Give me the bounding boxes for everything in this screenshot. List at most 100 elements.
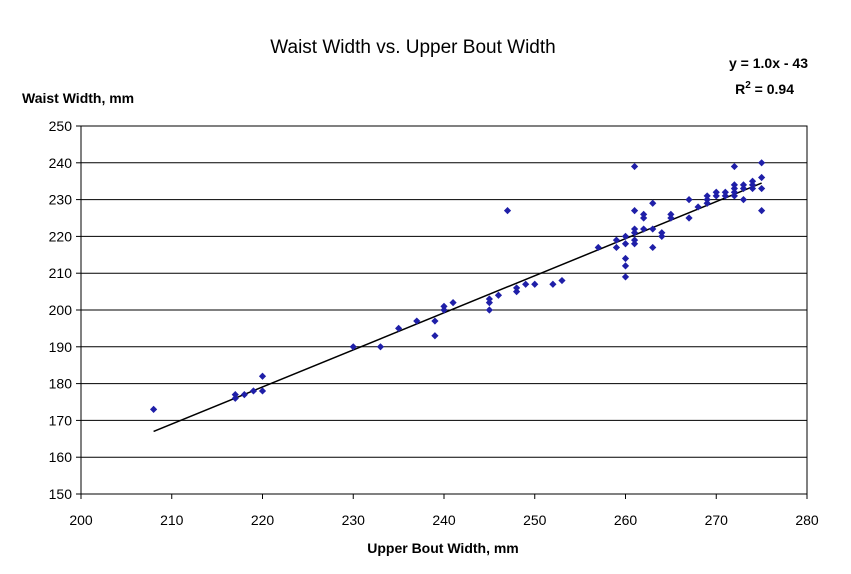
data-point-23 bbox=[522, 280, 530, 288]
data-point-9 bbox=[395, 324, 403, 332]
data-point-10 bbox=[413, 317, 421, 325]
y-tick-label-220: 220 bbox=[49, 228, 73, 244]
data-point-25 bbox=[549, 280, 557, 288]
y-tick-label-150: 150 bbox=[49, 486, 73, 502]
y-tick-label-190: 190 bbox=[49, 339, 73, 355]
data-point-1 bbox=[231, 394, 239, 402]
data-point-60 bbox=[721, 188, 729, 196]
data-point-35 bbox=[630, 240, 639, 248]
data-point-7 bbox=[349, 343, 357, 351]
data-point-12 bbox=[431, 317, 439, 325]
y-tick-label-200: 200 bbox=[49, 302, 73, 318]
x-tick-label-230: 230 bbox=[342, 512, 366, 528]
data-point-38 bbox=[630, 225, 639, 233]
data-point-69 bbox=[748, 184, 757, 193]
data-point-8 bbox=[376, 343, 385, 351]
data-point-18 bbox=[485, 295, 493, 303]
data-point-53 bbox=[694, 203, 702, 211]
data-point-66 bbox=[739, 196, 748, 204]
data-point-37 bbox=[630, 229, 639, 237]
data-point-27 bbox=[594, 243, 602, 252]
y-tick-label-230: 230 bbox=[49, 192, 73, 208]
data-point-29 bbox=[612, 236, 621, 244]
data-point-47 bbox=[658, 232, 666, 240]
data-point-49 bbox=[667, 214, 675, 222]
y-axis-title: Waist Width, mm bbox=[22, 90, 134, 106]
x-tick-label-270: 270 bbox=[705, 512, 729, 528]
data-point-62 bbox=[730, 188, 738, 196]
data-point-21 bbox=[513, 288, 521, 296]
data-point-65 bbox=[730, 162, 738, 171]
data-point-48 bbox=[658, 229, 666, 237]
data-point-30 bbox=[621, 273, 630, 281]
data-points bbox=[150, 159, 766, 413]
gridlines bbox=[81, 162, 807, 458]
data-point-54 bbox=[703, 199, 711, 207]
x-tick-label-210: 210 bbox=[160, 512, 184, 528]
y-tick-label-240: 240 bbox=[49, 155, 73, 171]
data-point-42 bbox=[640, 214, 648, 222]
data-point-40 bbox=[630, 162, 639, 171]
data-point-68 bbox=[739, 181, 748, 189]
r-squared-symbol: R bbox=[735, 81, 745, 97]
x-tick-label-280: 280 bbox=[795, 512, 819, 528]
data-point-67 bbox=[739, 184, 748, 193]
r-squared-label: R2 = 0.94 bbox=[735, 80, 794, 97]
data-point-4 bbox=[249, 387, 258, 395]
data-point-15 bbox=[449, 299, 457, 307]
data-point-51 bbox=[685, 214, 693, 222]
data-point-24 bbox=[531, 280, 539, 288]
x-tick-label-200: 200 bbox=[69, 512, 93, 528]
data-point-0 bbox=[150, 405, 158, 413]
data-point-63 bbox=[730, 184, 738, 193]
data-point-26 bbox=[558, 276, 566, 285]
r-squared-value: = 0.94 bbox=[751, 81, 794, 97]
x-tick-label-220: 220 bbox=[251, 512, 275, 528]
y-tick-label-210: 210 bbox=[49, 265, 73, 281]
data-point-57 bbox=[712, 192, 720, 200]
chart-title: Waist Width vs. Upper Bout Width bbox=[270, 37, 555, 58]
data-point-64 bbox=[730, 181, 738, 189]
data-point-32 bbox=[621, 254, 630, 263]
data-point-55 bbox=[703, 196, 711, 204]
data-point-20 bbox=[503, 207, 512, 215]
x-tick-label-250: 250 bbox=[523, 512, 547, 528]
x-axis-ticks: 200 210 220 230 240 250 260 270 280 bbox=[69, 494, 819, 528]
data-point-5 bbox=[258, 387, 267, 395]
y-tick-label-160: 160 bbox=[49, 449, 73, 465]
data-point-52 bbox=[685, 196, 693, 204]
data-point-45 bbox=[649, 225, 657, 233]
data-point-14 bbox=[440, 302, 448, 310]
data-point-33 bbox=[621, 240, 630, 248]
x-axis-title: Upper Bout Width, mm bbox=[367, 540, 519, 556]
data-point-19 bbox=[494, 291, 503, 299]
data-point-3 bbox=[240, 391, 248, 399]
data-point-11 bbox=[431, 332, 439, 340]
data-point-59 bbox=[721, 192, 729, 200]
y-axis-ticks: 150 160 170 180 190 200 210 220 230 240 250 bbox=[49, 118, 81, 502]
data-point-16 bbox=[485, 306, 493, 314]
data-point-2 bbox=[231, 391, 239, 399]
data-point-61 bbox=[730, 192, 738, 200]
data-point-46 bbox=[649, 199, 657, 207]
data-point-56 bbox=[703, 192, 711, 200]
r-squared-superscript: 2 bbox=[745, 80, 751, 91]
data-point-75 bbox=[758, 159, 766, 167]
y-tick-label-180: 180 bbox=[49, 376, 73, 392]
y-tick-label-170: 170 bbox=[49, 412, 73, 428]
x-tick-label-260: 260 bbox=[614, 512, 638, 528]
data-point-36 bbox=[630, 236, 639, 244]
data-point-41 bbox=[640, 225, 648, 233]
data-point-70 bbox=[748, 181, 757, 189]
data-point-13 bbox=[440, 306, 448, 314]
data-point-74 bbox=[758, 173, 766, 182]
x-tick-label-240: 240 bbox=[432, 512, 456, 528]
data-point-72 bbox=[758, 207, 766, 215]
data-point-43 bbox=[640, 210, 648, 218]
data-point-50 bbox=[667, 210, 675, 218]
data-point-31 bbox=[621, 262, 630, 270]
y-tick-label-250: 250 bbox=[49, 118, 73, 134]
data-point-34 bbox=[621, 232, 630, 240]
data-point-6 bbox=[258, 372, 267, 380]
data-point-73 bbox=[758, 184, 766, 193]
